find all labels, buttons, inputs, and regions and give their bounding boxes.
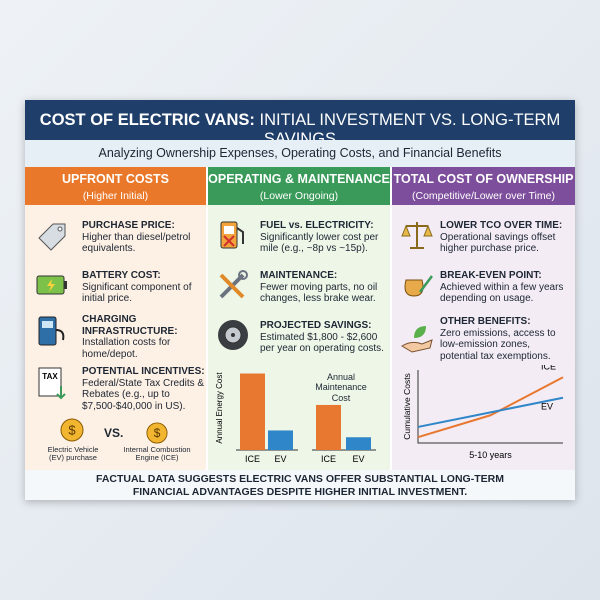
item: LOWER TCO OVER TIME: Operational savings … — [440, 220, 570, 255]
tire-icon — [218, 320, 248, 350]
item-label: OTHER BENEFITS: — [440, 316, 531, 327]
item: BREAK-EVEN POINT: Achieved within a few y… — [440, 270, 570, 305]
bar — [316, 404, 341, 450]
item-label: BATTERY COST: — [82, 270, 161, 281]
scales-icon — [401, 222, 433, 249]
item-text: Zero emissions, access to low-emission z… — [440, 327, 556, 362]
column-header: TOTAL COST OF OWNERSHIP (Competitive/Lowe… — [392, 167, 575, 205]
item-label: PROJECTED SAVINGS: — [260, 320, 372, 331]
item-label: CHARGING INFRASTRUCTURE: — [82, 314, 178, 337]
item: FUEL vs. ELECTRICITY: Significantly lower… — [260, 220, 385, 255]
item-text: Fewer moving parts, no oil changes, less… — [260, 281, 378, 305]
column-header: OPERATING & MAINTENANCE (Lower Ongoing) — [208, 167, 390, 205]
item-text: Operational savings offset higher purcha… — [440, 231, 556, 255]
comparison-right: Internal Combustion Engine (ICE) — [123, 445, 191, 463]
money-growth-icon — [404, 275, 433, 297]
item-text: Installation costs for home/depot. — [82, 337, 171, 360]
vs-label: VS. — [104, 426, 124, 440]
item-text: Significantly lower cost per mile (e.g.,… — [260, 231, 379, 255]
column-title: UPFRONT COSTS — [62, 172, 169, 186]
fuel-icon — [220, 221, 244, 249]
item-label: MAINTENANCE: — [260, 270, 338, 281]
item-label: LOWER TCO OVER TIME: — [440, 220, 563, 231]
bar — [346, 437, 371, 450]
battery-icon — [36, 275, 67, 295]
item-text: Higher than diesel/petrol equivalents. — [82, 231, 191, 255]
item: PURCHASE PRICE: Higher than diesel/petrol… — [82, 220, 217, 255]
series-line — [417, 376, 564, 439]
item: OTHER BENEFITS: Zero emissions, access to… — [440, 316, 570, 362]
footer: FACTUAL DATA SUGGESTS ELECTRIC VANS OFFE… — [25, 470, 575, 500]
legend-label: EV — [541, 402, 553, 412]
tax-icon: TAX — [38, 367, 66, 400]
coin-symbol: $ — [154, 426, 161, 440]
bar — [268, 430, 293, 450]
price-tag-icon — [38, 223, 66, 251]
bar — [240, 373, 265, 450]
tax-icon-label: TAX — [42, 372, 58, 381]
item-text: Estimated $1,800 - $2,600 per year on op… — [260, 331, 384, 355]
item-text: Federal/State Tax Credits & Rebates (e.g… — [82, 377, 205, 412]
chart-title: Annual Maintenance Cost — [315, 372, 367, 403]
coin-icon: $ — [60, 418, 84, 442]
x-axis-label: 5-10 years — [469, 450, 512, 460]
cumulative-cost-chart: Cumulative Costs 5-10 years ICE EV — [402, 365, 564, 460]
column-title: OPERATING & MAINTENANCE — [208, 172, 390, 186]
column-title: TOTAL COST OF OWNERSHIP — [393, 172, 574, 186]
item-text: Significant component of initial price. — [82, 281, 192, 305]
item: PROJECTED SAVINGS: Estimated $1,800 - $2,… — [260, 320, 385, 355]
maintenance-cost-chart: ICE EV — [312, 404, 376, 464]
title-bold: COST OF ELECTRIC VANS: — [39, 111, 255, 129]
x-tick-label: EV — [274, 454, 286, 464]
x-tick-label: EV — [352, 454, 364, 464]
x-tick-label: ICE — [321, 454, 336, 464]
column-subtitle: (Competitive/Lower over Time) — [412, 190, 555, 202]
series-line — [417, 396, 564, 428]
title-bar: COST OF ELECTRIC VANS: INITIAL INVESTMEN… — [25, 100, 575, 148]
item-label: BREAK-EVEN POINT: — [440, 270, 542, 281]
item: BATTERY COST: Significant component of in… — [82, 270, 217, 305]
hand-leaf-icon — [401, 326, 433, 353]
item: POTENTIAL INCENTIVES: Federal/State Tax C… — [82, 366, 217, 412]
energy-cost-chart: Annual Energy Cost ICE EV — [215, 372, 298, 464]
coin-icon: $ — [146, 422, 168, 444]
y-axis-label: Cumulative Costs — [402, 373, 412, 440]
item-label: POTENTIAL INCENTIVES: — [82, 366, 205, 377]
comparison-left: Electric Vehicle (EV) purchase — [47, 445, 99, 463]
subtitle: Analyzing Ownership Expenses, Operating … — [25, 140, 575, 167]
y-axis-label: Annual Energy Cost — [215, 372, 224, 444]
x-tick-label: ICE — [245, 454, 260, 464]
column-header: UPFRONT COSTS (Higher Initial) — [25, 167, 206, 205]
legend-label: ICE — [541, 365, 556, 371]
coin-symbol: $ — [68, 423, 76, 438]
column-subtitle: (Lower Ongoing) — [259, 190, 339, 202]
axes — [417, 370, 563, 444]
charger-icon — [38, 316, 65, 346]
tools-icon — [219, 270, 248, 299]
item: CHARGING INFRASTRUCTURE: Installation cos… — [82, 314, 217, 360]
item-text: Achieved within a few years depending on… — [440, 281, 564, 305]
column-subtitle: (Higher Initial) — [82, 190, 149, 202]
item: MAINTENANCE: Fewer moving parts, no oil c… — [260, 270, 385, 305]
item-label: FUEL vs. ELECTRICITY: — [260, 220, 374, 231]
item-label: PURCHASE PRICE: — [82, 220, 175, 231]
